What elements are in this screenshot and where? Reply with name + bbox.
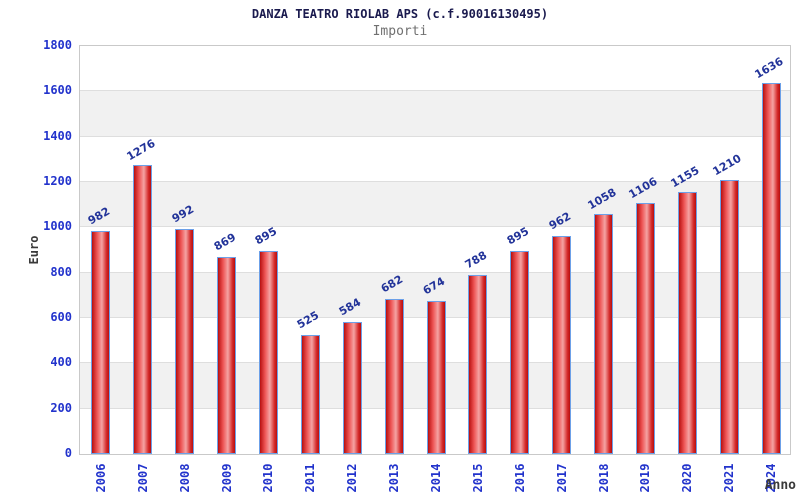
bar-2024 [761, 83, 781, 454]
plot-area: 982 1276 992 869 895 525 584 682 674 788 895 962 105… [79, 45, 791, 455]
x-tick-2007: 2007 [135, 463, 150, 493]
gridline [80, 181, 790, 182]
background-band [80, 182, 790, 228]
y-tick-400: 400 [50, 355, 72, 370]
bar-2019 [635, 203, 655, 454]
background-band [80, 227, 790, 273]
bar-2016 [510, 251, 530, 454]
x-tick-2009: 2009 [219, 463, 234, 493]
bar-2013 [384, 299, 404, 454]
y-tick-1600: 1600 [43, 83, 72, 98]
bar-2021 [719, 179, 739, 454]
y-tick-200: 200 [50, 400, 72, 415]
bar-2008 [175, 229, 195, 454]
x-tick-2013: 2013 [387, 463, 402, 493]
bar-2018 [594, 214, 614, 454]
x-axis-title: Anno [764, 478, 796, 493]
y-tick-1800: 1800 [43, 38, 72, 52]
x-tick-2015: 2015 [470, 463, 485, 493]
x-tick-2019: 2019 [638, 463, 653, 493]
bar-2017 [552, 235, 572, 454]
y-tick-800: 800 [50, 264, 72, 279]
gridline [80, 226, 790, 228]
gridline [80, 90, 790, 92]
x-tick-2008: 2008 [177, 463, 192, 493]
bar-2009 [217, 257, 237, 454]
background-band [80, 91, 790, 137]
y-tick-1200: 1200 [43, 174, 72, 188]
chart-title: DANZA TEATRO RIOLAB APS (c.f.90016130495… [251, 7, 549, 21]
x-tick-2020: 2020 [680, 463, 695, 493]
y-axis-title: Euro [27, 235, 41, 265]
x-tick-2014: 2014 [429, 463, 443, 493]
bar-2011 [300, 335, 320, 454]
bar-2010 [258, 251, 278, 454]
background-band [80, 136, 790, 182]
y-tick-600: 600 [50, 310, 72, 324]
x-tick-2011: 2011 [303, 463, 318, 493]
x-tick-2012: 2012 [345, 463, 360, 493]
bar-2020 [677, 192, 697, 454]
y-tick-1000: 1000 [43, 219, 72, 234]
bar-2015 [468, 275, 488, 454]
x-tick-2021: 2021 [722, 463, 737, 493]
x-tick-2006: 2006 [93, 463, 108, 493]
x-tick-2017: 2017 [554, 463, 569, 493]
x-tick-2018: 2018 [596, 463, 611, 493]
gridline [80, 135, 790, 137]
bar-2006 [91, 231, 111, 454]
chart-subtitle: Importi [372, 24, 428, 39]
x-tick-2016: 2016 [512, 463, 527, 493]
bar-2012 [342, 321, 362, 454]
bar-2014 [426, 301, 446, 454]
x-tick-2010: 2010 [261, 463, 276, 493]
y-tick-0: 0 [64, 446, 72, 460]
background-band [80, 46, 790, 92]
gridline [80, 271, 790, 273]
bar-2007 [133, 164, 153, 454]
y-tick-1400: 1400 [43, 128, 72, 143]
